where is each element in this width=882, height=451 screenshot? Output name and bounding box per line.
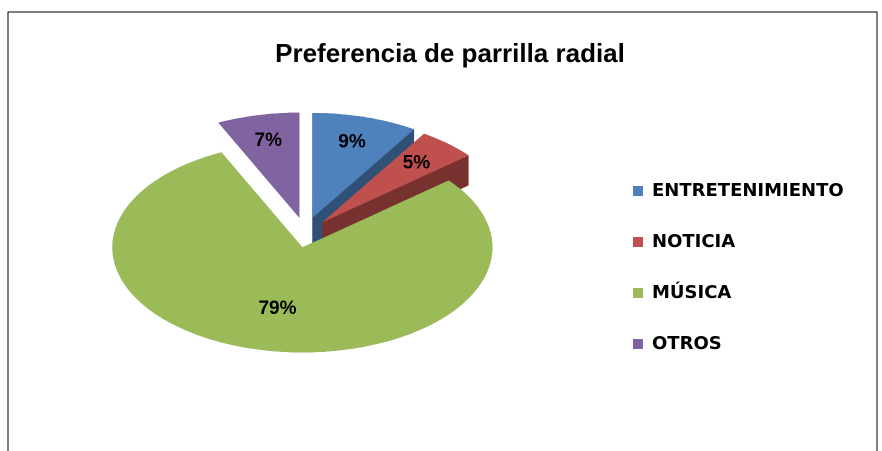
legend-swatch (633, 237, 643, 247)
chart-title: Preferencia de parrilla radial (275, 38, 625, 68)
slice (218, 112, 300, 218)
legend: ENTRETENIMIENTO NOTICIA MÚSICA OTROS (633, 180, 844, 354)
data-label: 9% (338, 131, 366, 152)
data-label: 5% (403, 152, 431, 173)
legend-swatch (633, 186, 643, 196)
slice (312, 113, 415, 219)
legend-label: MÚSICA (652, 281, 731, 303)
pie: 9% 5% 79% 7% (112, 112, 493, 383)
slice (112, 152, 493, 353)
legend-swatch (633, 339, 643, 349)
legend-label: OTROS (652, 333, 722, 354)
legend-label: ENTRETENIMIENTO (652, 180, 844, 201)
slice (322, 133, 469, 223)
data-label: 7% (255, 130, 283, 151)
legend-label: NOTICIA (652, 231, 735, 252)
data-label: 79% (258, 298, 296, 319)
legend-swatch (633, 288, 643, 298)
